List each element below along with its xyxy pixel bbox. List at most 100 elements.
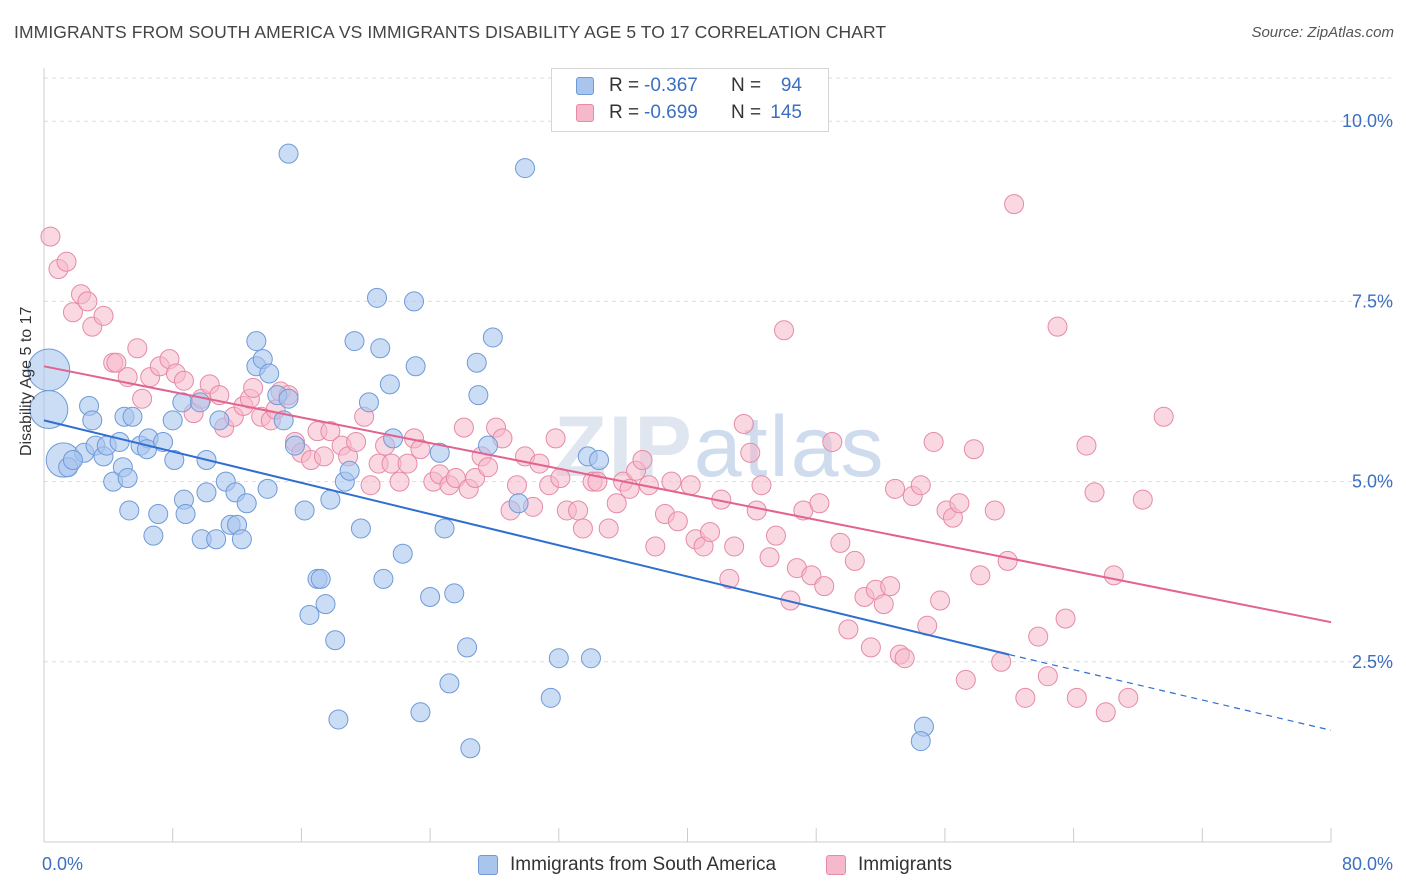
- y-tick-label: 7.5%: [1352, 291, 1393, 311]
- data-point-south-america: [466, 352, 487, 373]
- data-point-immigrants: [860, 637, 881, 658]
- data-point-immigrants: [885, 478, 906, 499]
- data-point-immigrants: [1103, 565, 1124, 586]
- data-point-immigrants: [93, 305, 114, 326]
- data-point-immigrants: [1015, 687, 1036, 708]
- data-point-immigrants: [740, 442, 761, 463]
- chart-title: IMMIGRANTS FROM SOUTH AMERICA VS IMMIGRA…: [14, 22, 887, 42]
- data-point-immigrants: [1132, 489, 1153, 510]
- y-tick-label: 10.0%: [1342, 111, 1393, 131]
- bottom-legend-swatch-pink: [826, 855, 846, 875]
- data-point-immigrants: [949, 493, 970, 514]
- data-point-immigrants: [410, 439, 431, 460]
- data-point-south-america: [444, 583, 465, 604]
- y-tick-label: 2.5%: [1352, 652, 1393, 672]
- data-point-immigrants: [809, 493, 830, 514]
- legend-r-value: -0.699: [644, 102, 698, 123]
- data-point-immigrants: [873, 594, 894, 615]
- data-point-immigrants: [132, 388, 153, 409]
- data-point-immigrants: [970, 565, 991, 586]
- data-point-immigrants: [465, 468, 486, 489]
- trend-line-immigrants: [43, 365, 1332, 624]
- data-point-immigrants: [719, 568, 740, 589]
- data-point-immigrants: [572, 518, 593, 539]
- data-point-immigrants: [700, 522, 721, 543]
- data-point-south-america: [482, 327, 503, 348]
- data-point-immigrants: [765, 525, 786, 546]
- trend-line-south-america-extrapolated: [1009, 654, 1332, 731]
- legend-r-value: -0.367: [644, 75, 698, 96]
- data-point-immigrants: [733, 413, 754, 434]
- tick-labels: 2.5% 5.0% 7.5% 10.0% 0.0% 80.0%: [42, 111, 1393, 874]
- data-point-immigrants: [77, 291, 98, 312]
- data-point-immigrants: [360, 475, 381, 496]
- data-point-south-america: [29, 390, 69, 430]
- data-point-immigrants: [346, 431, 367, 452]
- data-point-south-america: [370, 338, 391, 359]
- data-point-south-america: [434, 518, 455, 539]
- data-point-south-america: [358, 392, 379, 413]
- data-point-immigrants: [56, 251, 77, 272]
- y-tick-label: 5.0%: [1352, 472, 1393, 492]
- data-point-immigrants: [822, 431, 843, 452]
- data-point-immigrants: [545, 428, 566, 449]
- data-point-immigrants: [506, 475, 527, 496]
- data-point-south-america: [284, 435, 305, 456]
- data-point-immigrants: [680, 475, 701, 496]
- bottom-legend-label: Immigrants: [858, 854, 952, 875]
- data-point-south-america: [236, 493, 257, 514]
- legend-swatch-pink: [576, 104, 594, 122]
- data-point-south-america: [196, 482, 217, 503]
- data-point-immigrants: [243, 377, 264, 398]
- data-point-south-america: [439, 673, 460, 694]
- data-point-immigrants: [1055, 608, 1076, 629]
- data-point-south-america: [429, 442, 450, 463]
- data-point-immigrants: [598, 518, 619, 539]
- legend-r-label: R =: [609, 102, 640, 123]
- legend-row-immigrants: R = -0.699 N = 145: [552, 100, 828, 126]
- y-axis-label: Disability Age 5 to 17: [18, 306, 35, 456]
- data-point-south-america: [278, 143, 299, 164]
- series-immigrants-points: [40, 194, 1174, 723]
- data-point-south-america: [206, 529, 227, 550]
- data-point-immigrants: [313, 446, 334, 467]
- data-point-immigrants: [838, 619, 859, 640]
- data-point-south-america: [580, 648, 601, 669]
- data-point-south-america: [328, 709, 349, 730]
- data-point-immigrants: [397, 453, 418, 474]
- trend-lines: [43, 365, 1332, 731]
- data-point-immigrants: [751, 475, 772, 496]
- data-point-immigrants: [880, 576, 901, 597]
- data-point-south-america: [404, 291, 425, 312]
- data-point-immigrants: [997, 550, 1018, 571]
- data-point-immigrants: [724, 536, 745, 557]
- data-point-south-america: [350, 518, 371, 539]
- data-point-south-america: [320, 489, 341, 510]
- data-point-south-america: [392, 543, 413, 564]
- data-point-south-america: [82, 410, 103, 431]
- data-point-south-america: [457, 637, 478, 658]
- data-point-south-america: [164, 450, 185, 470]
- data-point-south-america: [383, 428, 404, 449]
- data-point-south-america: [468, 385, 489, 406]
- data-point-south-america: [325, 630, 346, 651]
- data-point-immigrants: [320, 421, 341, 442]
- legend-swatch-blue: [576, 77, 594, 95]
- legend-row-south-america: R = -0.367 N = 94: [552, 73, 828, 99]
- data-point-immigrants: [894, 648, 915, 669]
- data-point-immigrants: [923, 431, 944, 452]
- data-point-south-america: [315, 594, 336, 615]
- data-point-south-america: [259, 363, 280, 384]
- data-point-immigrants: [645, 536, 666, 557]
- data-point-immigrants: [814, 576, 835, 597]
- data-point-south-america: [310, 568, 331, 589]
- data-point-south-america: [153, 431, 174, 452]
- data-point-south-america: [548, 648, 569, 669]
- data-point-immigrants: [830, 532, 851, 553]
- data-point-south-america: [162, 410, 183, 431]
- bottom-legend-swatch-blue: [478, 855, 498, 875]
- data-point-south-america: [367, 287, 388, 308]
- data-point-immigrants: [1037, 666, 1058, 687]
- data-point-immigrants: [801, 565, 822, 586]
- data-point-immigrants: [453, 417, 474, 438]
